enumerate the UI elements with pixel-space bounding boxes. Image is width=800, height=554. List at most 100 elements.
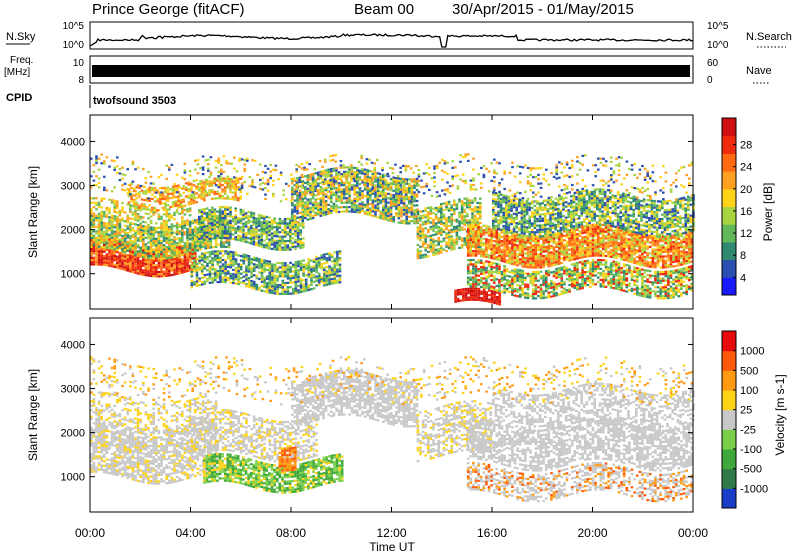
- heatmap-cell: [609, 240, 613, 243]
- heatmap-cell: [199, 248, 202, 251]
- heatmap-cell: [379, 210, 382, 213]
- heatmap-cell: [226, 257, 230, 260]
- heatmap-cell: [188, 244, 192, 248]
- heatmap-cell: [463, 208, 466, 211]
- heatmap-cell: [164, 206, 167, 209]
- heatmap-cell: [232, 279, 235, 282]
- heatmap-cell: [147, 228, 150, 231]
- heatmap-cell: [198, 229, 201, 232]
- heatmap-cell: [429, 239, 433, 242]
- heatmap-cell: [374, 197, 377, 201]
- heatmap-cell: [361, 190, 364, 193]
- heatmap-cell: [252, 280, 256, 283]
- heatmap-cell: [113, 230, 116, 233]
- heatmap-cell: [221, 232, 224, 235]
- heatmap-cell: [369, 183, 372, 186]
- heatmap-cell: [196, 231, 200, 234]
- heatmap-cell: [237, 269, 240, 272]
- heatmap-cell: [151, 208, 154, 212]
- heatmap-cell: [140, 205, 144, 208]
- heatmap-cell: [175, 237, 179, 240]
- heatmap-cell: [328, 269, 331, 272]
- heatmap-cell: [143, 199, 146, 202]
- heatmap-cell: [568, 253, 571, 256]
- heatmap-cell: [299, 264, 303, 267]
- heatmap-cell: [149, 219, 153, 222]
- heatmap-cell: [273, 292, 277, 295]
- heatmap-cell: [537, 264, 540, 267]
- heatmap-cell: [195, 284, 199, 287]
- heatmap-cell: [190, 196, 193, 199]
- heatmap-cell: [633, 244, 636, 247]
- heatmap-cell: [237, 283, 240, 286]
- heatmap-cell: [263, 246, 266, 249]
- heatmap-cell: [350, 188, 354, 191]
- heatmap-cell: [90, 241, 93, 244]
- heatmap-cell: [273, 243, 276, 246]
- heatmap-cell: [330, 168, 333, 171]
- heatmap-cell: [350, 206, 354, 209]
- heatmap-cell: [255, 235, 258, 238]
- heatmap-cell: [265, 237, 269, 241]
- heatmap-cell: [121, 239, 124, 242]
- heatmap-cell: [116, 237, 119, 240]
- heatmap-cell: [263, 224, 266, 227]
- heatmap-cell: [505, 235, 509, 238]
- heatmap-cell: [203, 199, 206, 202]
- heatmap-cell: [333, 282, 337, 285]
- heatmap-cell: [310, 272, 313, 275]
- heatmap-cell: [105, 206, 109, 210]
- heatmap-cell: [196, 242, 200, 245]
- heatmap-cell: [118, 262, 122, 265]
- heatmap-cell: [453, 228, 456, 231]
- heatmap-cell: [92, 245, 96, 248]
- heatmap-cell: [175, 226, 179, 229]
- heatmap-cell: [144, 236, 148, 239]
- heatmap-cell: [363, 203, 367, 206]
- heatmap-cell: [615, 241, 618, 244]
- heatmap-cell: [200, 276, 204, 279]
- heatmap-cell: [129, 263, 132, 266]
- heatmap-cell: [192, 184, 196, 187]
- heatmap-cell: [366, 206, 369, 209]
- heatmap-cell: [529, 250, 532, 254]
- heatmap-cell: [252, 221, 256, 224]
- heatmap-cell: [487, 245, 491, 248]
- heatmap-cell: [255, 266, 259, 269]
- heatmap-cell: [186, 208, 189, 211]
- heatmap-cell: [211, 277, 214, 280]
- heatmap-cell: [419, 217, 422, 220]
- heatmap-cell: [539, 246, 543, 249]
- heatmap-cell: [250, 260, 253, 263]
- heatmap-cell: [113, 265, 116, 268]
- heatmap-cell: [276, 235, 279, 238]
- heatmap-cell: [413, 217, 416, 220]
- heatmap-cell: [213, 177, 217, 180]
- heatmap-cell: [338, 270, 342, 273]
- heatmap-cell: [416, 248, 420, 251]
- heatmap-cell: [482, 255, 486, 258]
- heatmap-cell: [476, 206, 479, 209]
- heatmap-cell: [371, 210, 375, 213]
- heatmap-cell: [291, 232, 295, 235]
- heatmap-cell: [100, 259, 103, 262]
- heatmap-cell: [586, 250, 590, 253]
- heatmap-cell: [296, 177, 299, 180]
- heatmap-cell: [136, 226, 140, 229]
- heatmap-cell: [152, 244, 155, 247]
- heatmap-cell: [301, 215, 304, 218]
- heatmap-cell: [363, 168, 367, 171]
- heatmap-cell: [345, 170, 349, 173]
- heatmap-cell: [283, 229, 287, 232]
- heatmap-cell: [330, 176, 333, 179]
- heatmap-cell: [345, 208, 349, 211]
- heatmap-cell: [369, 207, 372, 210]
- heatmap-cell: [604, 237, 608, 240]
- heatmap-cell: [239, 235, 243, 238]
- heatmap-cell: [405, 206, 408, 210]
- heatmap-cell: [495, 251, 499, 254]
- heatmap-cell: [160, 266, 163, 269]
- heatmap-cell: [134, 256, 137, 259]
- heatmap-cell: [607, 239, 610, 242]
- heatmap-cell: [194, 221, 197, 224]
